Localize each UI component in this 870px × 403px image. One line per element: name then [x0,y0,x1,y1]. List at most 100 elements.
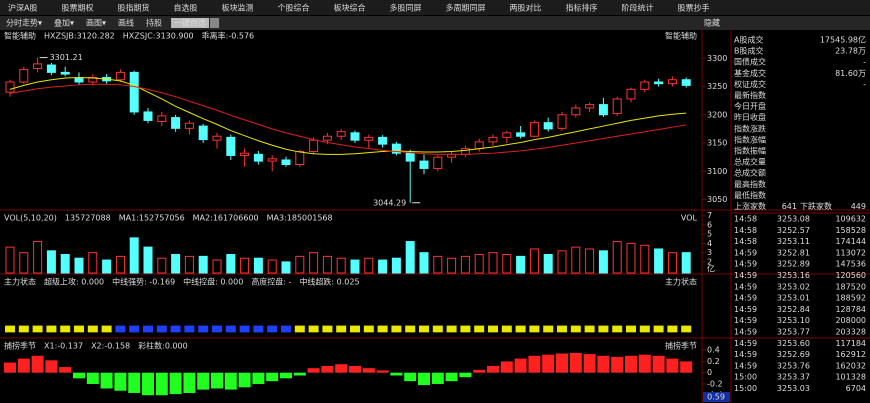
volume-bar [640,244,650,274]
quote-label: 昨日收盘 [734,112,766,122]
dropdown[interactable] [210,18,220,28]
quote-label: 下跌家数 [800,201,832,211]
season-bar [404,372,417,382]
state-bar [501,325,512,333]
y-tick-label: 3250 [707,82,727,91]
tick-volume: 203328 [835,328,866,337]
quote-value: 81.60万 [835,69,866,78]
menu-item[interactable]: 股指期货 [117,3,149,13]
candle-body [502,132,512,138]
candle-body [350,132,360,141]
season-bar [31,355,44,373]
indicator-label: 智能辅助 [4,31,36,41]
menu-item[interactable]: 阶段统计 [621,3,653,13]
menu-item[interactable]: 沪深A股 [8,3,37,13]
menu-item[interactable]: 个股综合 [277,3,309,13]
season-bar [390,372,403,376]
candle-body [667,79,677,85]
toolbar-item[interactable]: 持股 [146,18,162,28]
y-tick-label: 3 [707,248,712,257]
candle-body [654,81,664,85]
candle-body [19,69,29,83]
candle-body [405,152,415,162]
tick-time: 14:58 [734,215,757,224]
menu-item[interactable]: 板块监测 [221,3,253,13]
volume-bar [405,241,415,274]
menu-item[interactable]: 多股同屏 [389,3,421,13]
candle-body [488,136,498,143]
state-bar [363,325,374,333]
hide-button[interactable]: 隐藏 [704,18,720,28]
toolbar-item[interactable]: 一键自选 [174,18,206,28]
tick-price: 3252.81 [777,248,810,257]
state-bar [239,325,250,333]
y-tick-label: 3100 [707,167,727,176]
volume-bar [60,254,70,274]
state-bar [515,325,526,333]
tick-price: 3253.77 [777,328,810,337]
y-tick-label: 6 [707,220,712,229]
ma-line [9,76,687,155]
state-bar [87,325,98,333]
menu-item[interactable]: 指标排序 [565,3,597,13]
tick-price: 3252.57 [777,226,810,235]
menu-item[interactable]: 股票期权 [61,3,93,13]
menu-item[interactable]: 股票抄手 [677,3,709,13]
state-bar [336,325,347,333]
candle-body [267,158,277,162]
toolbar-item[interactable]: 叠加▾ [54,18,74,28]
state-bar [681,325,692,333]
indicator-label: 主力状态 [4,277,36,287]
candle-body [598,104,608,116]
candle-body [612,98,622,115]
menu-item[interactable]: 两股对比 [509,3,541,13]
toolbar-item[interactable]: 画图▾ [86,19,106,28]
season-bar [211,372,223,389]
quote-value: 23.78万 [835,47,866,56]
quote-label: 指数涨幅 [734,134,766,144]
quote-label: 指数振幅 [734,146,766,156]
y-tick-label: 3200 [707,110,727,119]
candle-body [640,81,650,90]
menu-item[interactable]: 板块综合 [333,3,365,13]
state-bar [460,325,471,333]
season-bar [252,372,265,384]
quote-label: 最新指数 [734,90,766,100]
candle-body [378,136,388,145]
tick-price: 3252.89 [777,260,810,269]
volume-bar [74,257,84,274]
y-tick-label: 5 [707,230,712,239]
season-bar [473,369,486,373]
quote-value: 17545.98亿 [820,35,866,45]
season-bar [197,372,210,390]
tick-price: 3253.76 [777,361,810,370]
season-bar [293,372,306,376]
tick-volume: 162032 [835,361,866,370]
y-tick-label: 3300 [707,54,727,63]
quote-value: - [863,80,866,89]
volume-bar [102,259,112,274]
tick-volume: 208000 [835,316,866,325]
state-bar [350,325,360,333]
unit-label: 亿 [707,264,715,274]
state-bar [156,325,167,333]
toolbar-item[interactable]: 画线 [118,18,134,28]
candle-body [516,132,526,137]
quote-label: B股成交 [734,46,764,56]
indicator-label: MA3:185001568 [267,214,333,223]
volume-bar [378,259,388,274]
menu-item[interactable]: 多周期同屏 [445,3,485,13]
indicator-label: 超级上攻: 0.000 [44,277,104,287]
state-bar [488,325,498,333]
state-bar [212,325,222,333]
season-bar [556,353,568,373]
volume-bar [654,248,664,274]
candle-body [212,135,222,141]
quote-label: 指数涨跌 [734,123,766,133]
volume-bar [309,252,319,274]
menu-item[interactable]: 自选股 [173,3,197,13]
toolbar-item[interactable]: 分时走势▾ [6,18,42,28]
candle-body [585,104,595,109]
quote-value: 449 [851,202,866,211]
state-bar [308,325,319,333]
